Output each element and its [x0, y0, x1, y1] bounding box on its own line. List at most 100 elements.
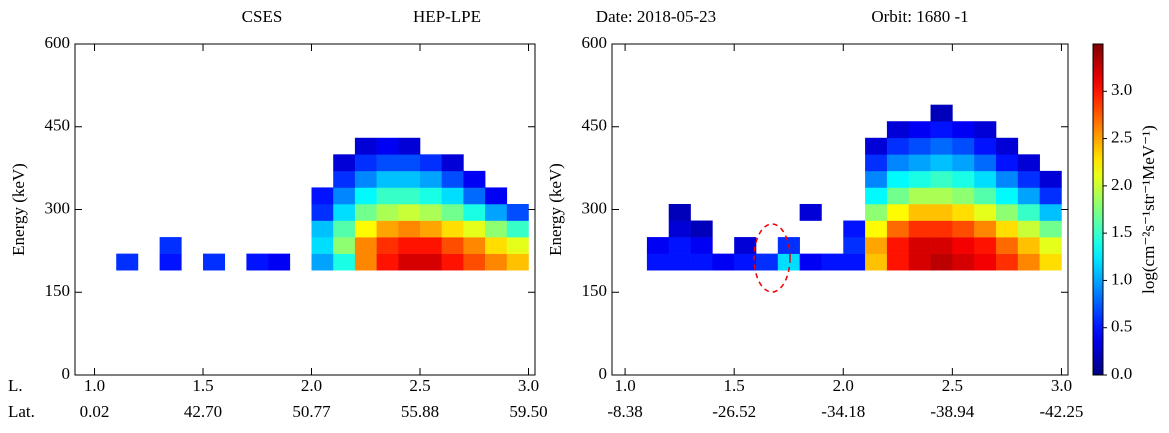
heatmap-cell: [463, 253, 486, 271]
heatmap-cell: [376, 137, 399, 155]
heatmap-cell: [865, 237, 888, 254]
heatmap-cell: [865, 203, 888, 221]
colorbar-tick-label: 1.0: [1111, 269, 1132, 288]
colorbar-tick-label: 2.5: [1111, 127, 1132, 146]
heatmap-cell: [886, 187, 910, 205]
heatmap-cell: [354, 170, 377, 188]
heatmap-cell: [996, 203, 1019, 221]
heatmap-cell: [996, 154, 1019, 172]
heatmap-cell: [398, 137, 421, 155]
heatmap-cell: [930, 203, 953, 221]
x-tick-label: 1.0: [614, 376, 635, 395]
heatmap-cell: [930, 187, 953, 205]
header-text: HEP-LPE: [413, 7, 481, 26]
heatmap-cell: [441, 237, 464, 254]
heatmap-cell: [952, 154, 975, 172]
y-tick-label: 0: [62, 364, 71, 383]
heatmap-cell: [1039, 187, 1062, 205]
x-tick-label: 2.5: [409, 376, 430, 395]
heatmap-cell: [441, 253, 464, 271]
heatmap-cell: [398, 220, 421, 238]
heatmap-cell: [886, 154, 910, 172]
heatmap-cell: [886, 237, 910, 254]
heatmap-cell: [420, 253, 442, 271]
header-text: Date: 2018-05-23: [596, 7, 716, 26]
y-tick-label: 150: [582, 281, 608, 300]
heatmap-cell: [376, 203, 399, 221]
heatmap-cell: [333, 187, 356, 205]
heatmap-cell: [333, 237, 356, 254]
y-tick-label: 150: [45, 281, 71, 300]
heatmap-cell: [398, 237, 421, 254]
heatmap-cell: [908, 203, 931, 221]
heatmap-cell: [974, 154, 997, 172]
heatmap: [646, 104, 1062, 271]
heatmap-cell: [886, 203, 910, 221]
y-tick-label: 600: [45, 33, 71, 52]
heatmap-cell: [996, 137, 1019, 155]
heatmap: [116, 137, 529, 271]
heatmap-cell: [996, 237, 1019, 254]
heatmap-cell: [777, 253, 800, 271]
heatmap-cell: [1017, 187, 1040, 205]
heatmap-cell: [690, 253, 713, 271]
heatmap-cell: [441, 220, 464, 238]
heatmap-cell: [734, 253, 757, 271]
heatmap-cell: [952, 203, 975, 221]
heatmap-cell: [485, 237, 508, 254]
heatmap-cell: [865, 137, 888, 155]
colorbar-tick-label: 2.0: [1111, 175, 1132, 194]
heatmap-cell: [485, 253, 508, 271]
heatmap-cell: [398, 253, 421, 271]
lat-label: 0.02: [80, 402, 110, 421]
heatmap-cell: [333, 154, 356, 172]
header-text: CSES: [242, 7, 283, 26]
heatmap-cell: [799, 203, 822, 221]
y-tick-label: 300: [582, 198, 608, 217]
heatmap-cell: [1017, 237, 1040, 254]
heatmap-cell: [996, 187, 1019, 205]
heatmap-cell: [952, 220, 975, 238]
y-tick-label: 0: [599, 364, 608, 383]
y-axis-label: Energy (keV): [546, 163, 565, 256]
heatmap-cell: [485, 220, 508, 238]
heatmap-cell: [506, 220, 529, 238]
heatmap-cell: [908, 237, 931, 254]
heatmap-cell: [463, 170, 486, 188]
heatmap-cell: [974, 203, 997, 221]
lat-label: -42.25: [1039, 402, 1083, 421]
heatmap-cell: [1017, 154, 1040, 172]
heatmap-cell: [974, 220, 997, 238]
y-tick-label: 600: [582, 33, 608, 52]
heatmap-cell: [646, 237, 670, 254]
heatmap-cell: [1039, 220, 1062, 238]
heatmap-cell: [930, 220, 953, 238]
heatmap-cell: [354, 253, 377, 271]
heatmap-cell: [333, 203, 356, 221]
colorbar-tick-label: 3.0: [1111, 80, 1132, 99]
heatmap-cell: [420, 187, 442, 205]
heatmap-cell: [886, 220, 910, 238]
colorbar: [1092, 43, 1104, 376]
heatmap-cell: [865, 187, 888, 205]
heatmap-cell: [354, 137, 377, 155]
heatmap-cell: [376, 187, 399, 205]
colorbar-tick-label: 0.5: [1111, 317, 1132, 336]
heatmap-cell: [398, 170, 421, 188]
lat-label: 59.50: [509, 402, 547, 421]
heatmap-cell: [1039, 203, 1062, 221]
heatmap-cell: [843, 237, 866, 254]
heatmap-cell: [441, 170, 464, 188]
heatmap-cell: [354, 203, 377, 221]
heatmap-cell: [506, 253, 529, 271]
heatmap-cell: [908, 187, 931, 205]
heatmap-cell: [908, 137, 931, 155]
heatmap-cell: [376, 237, 399, 254]
heatmap-cell: [441, 187, 464, 205]
heatmap-cell: [886, 121, 910, 139]
heatmap-cell: [646, 253, 670, 271]
heatmap-cell: [398, 187, 421, 205]
heatmap-cell: [886, 137, 910, 155]
heatmap-cell: [441, 154, 464, 172]
